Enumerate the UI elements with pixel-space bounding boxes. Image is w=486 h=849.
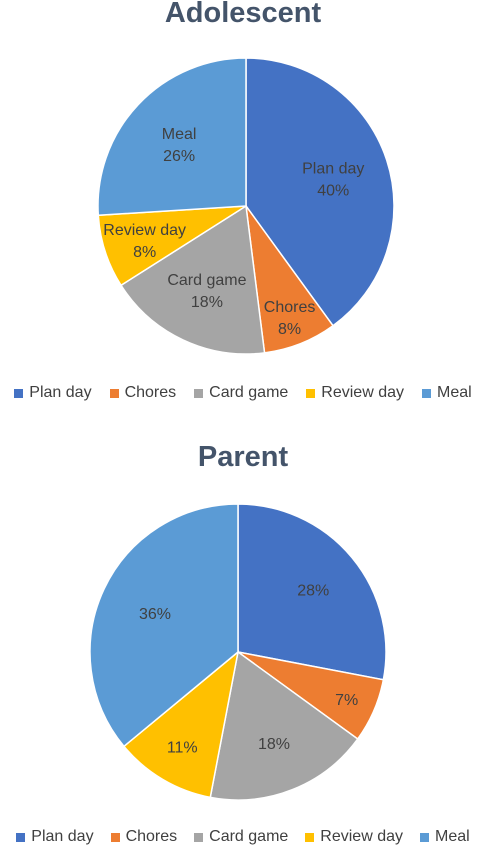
legend-item-meal: Meal (422, 384, 472, 402)
legend-label: Review day (321, 384, 404, 401)
legend-swatch (306, 388, 316, 398)
pie-slice-meal (89, 503, 239, 748)
legend-label: Chores (124, 384, 177, 401)
legend-item-card-game: Card game (194, 828, 288, 846)
slice-label-plan-day: 28% (297, 583, 329, 600)
legend-label: Chores (125, 828, 178, 845)
slice-label-card-game: 18% (258, 736, 290, 753)
pie-slice-plan-day (237, 503, 387, 681)
pie-slice-meal (97, 57, 247, 217)
legend-item-card-game: Card game (194, 384, 288, 402)
legend-item-review-day: Review day (306, 384, 404, 402)
legend-label: Meal (435, 828, 470, 845)
legend-item-plan-day: Plan day (14, 384, 92, 402)
legend-label: Card game (209, 384, 289, 401)
legend-swatch (194, 388, 204, 398)
chart-title: Parent (197, 441, 289, 473)
parent-chart: Parent 28% 7% 18% 11% 36% Plan day Chores Ca… (0, 430, 486, 849)
adolescent-chart: Adolescent Plan day 40% Chores 8% Card game 1… (0, 0, 486, 420)
legend-label: Plan day (31, 828, 94, 845)
legend-item-plan-day: Plan day (16, 828, 94, 846)
slice-label-meal: Meal 26% (162, 126, 197, 165)
legend-swatch (422, 388, 431, 398)
pie-slice-card-game (120, 204, 266, 355)
legend-swatch (110, 832, 120, 842)
legend-swatch (14, 388, 24, 398)
legend-item-review-day: Review day (305, 828, 403, 846)
slice-label-plan-day: Plan day 40% (302, 161, 364, 200)
legend-swatch (305, 832, 315, 842)
legend-label: Plan day (29, 384, 92, 401)
legend-label: Review day (320, 828, 403, 845)
legend: Plan day Chores Card game Review day Mea… (0, 384, 486, 402)
legend-swatch (194, 832, 204, 842)
slice-label-review-day: 11% (167, 739, 198, 756)
legend: Plan day Chores Card game Review day Mea… (0, 828, 486, 846)
slice-label-chores: 7% (335, 692, 358, 709)
legend-item-chores: Chores (110, 828, 178, 846)
pie-slice-review-day (122, 650, 240, 799)
slice-label-review-day: Review day 8% (103, 222, 186, 261)
pie-plot: Plan day 40% Chores 8% Card game 18% Review da… (97, 57, 395, 355)
pie-plot: 28% 7% 18% 11% 36% (89, 503, 387, 801)
slice-label-card-game: Card game 18% (167, 272, 246, 311)
pie-slice-card-game (209, 650, 359, 801)
legend-item-meal: Meal (420, 828, 470, 846)
chart-title: Adolescent (164, 0, 322, 29)
legend-label: Card game (209, 828, 289, 845)
pie-slice-plan-day (245, 57, 395, 327)
legend-swatch (420, 832, 429, 842)
legend-swatch (16, 832, 26, 842)
legend-item-chores: Chores (109, 384, 177, 402)
legend-label: Meal (437, 384, 472, 401)
slice-label-chores: Chores 8% (264, 299, 316, 338)
slice-label-meal: 36% (139, 606, 171, 623)
legend-swatch (109, 388, 119, 398)
